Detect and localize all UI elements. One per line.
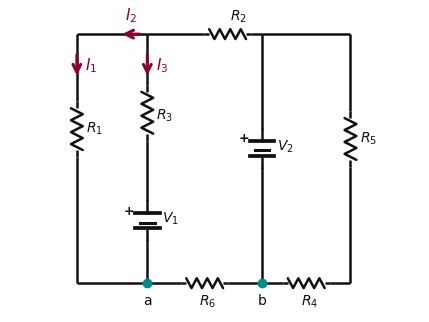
Text: a: a [143, 294, 151, 308]
Text: +: + [124, 204, 134, 218]
Text: $R_6$: $R_6$ [199, 294, 217, 310]
Text: $R_3$: $R_3$ [157, 108, 173, 124]
Text: $\mathit{I}_2$: $\mathit{I}_2$ [125, 6, 137, 25]
Text: $\mathit{I}_1$: $\mathit{I}_1$ [85, 56, 97, 75]
Text: $\mathit{I}_3$: $\mathit{I}_3$ [156, 56, 168, 75]
Text: $R_4$: $R_4$ [301, 294, 318, 310]
Text: +: + [239, 132, 249, 146]
Text: $R_1$: $R_1$ [86, 121, 103, 137]
Text: $V_1$: $V_1$ [162, 211, 179, 227]
Text: b: b [257, 294, 266, 308]
Text: $V_2$: $V_2$ [277, 139, 293, 156]
Text: $R_5$: $R_5$ [360, 131, 377, 147]
Text: $R_2$: $R_2$ [230, 9, 247, 25]
